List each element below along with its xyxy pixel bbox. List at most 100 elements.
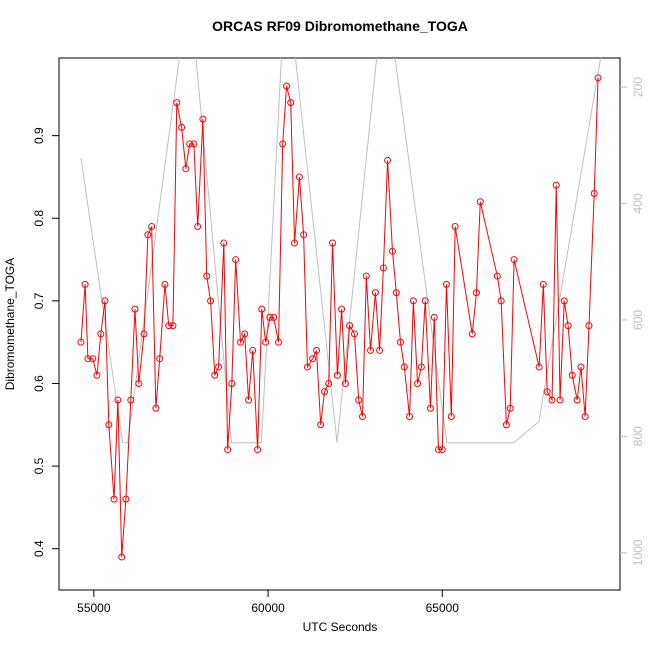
data-point <box>317 421 325 429</box>
data-point <box>140 330 148 338</box>
data-point <box>161 280 169 288</box>
data-point <box>127 396 135 404</box>
data-point <box>254 446 262 454</box>
data-point <box>118 553 126 561</box>
data-point <box>178 123 186 131</box>
data-point <box>291 239 299 247</box>
data-point <box>573 396 581 404</box>
plot-area <box>77 58 602 561</box>
x-tick-label: 55000 <box>77 601 111 615</box>
data-point <box>131 305 139 313</box>
data-point <box>396 338 404 346</box>
data-point <box>376 346 384 354</box>
data-point <box>560 297 568 305</box>
data-point <box>241 330 249 338</box>
data-line <box>80 77 599 557</box>
data-point <box>224 446 232 454</box>
data-point <box>590 189 598 197</box>
data-point <box>220 239 228 247</box>
y-tick-label: 0.8 <box>32 210 46 227</box>
data-point <box>329 239 337 247</box>
data-point <box>152 404 160 412</box>
data-point <box>97 330 105 338</box>
data-point <box>258 305 266 313</box>
data-point <box>406 413 414 421</box>
data-point <box>506 404 514 412</box>
data-point <box>186 140 194 148</box>
data-point <box>110 495 118 503</box>
data-point <box>237 338 245 346</box>
chart-title: ORCAS RF09 Dibromomethane_TOGA <box>212 18 468 34</box>
data-point <box>552 181 560 189</box>
data-point <box>409 297 417 305</box>
data-point <box>367 346 375 354</box>
data-point <box>89 355 97 363</box>
data-point <box>232 256 240 264</box>
data-point <box>169 322 177 330</box>
data-point <box>438 446 446 454</box>
data-point <box>355 396 363 404</box>
y-tick-label: 0.7 <box>32 292 46 309</box>
data-point <box>392 289 400 297</box>
data-point <box>417 363 425 371</box>
data-point <box>362 272 370 280</box>
data-point <box>434 446 442 454</box>
data-point <box>476 198 484 206</box>
x-tick-label: 65000 <box>426 601 460 615</box>
x-tick-label: 60000 <box>251 601 285 615</box>
data-point <box>430 313 438 321</box>
data-point <box>283 82 291 90</box>
y-tick-label: 0.6 <box>32 375 46 392</box>
data-point <box>338 305 346 313</box>
data-point <box>564 322 572 330</box>
data-point <box>426 404 434 412</box>
data-point <box>207 297 215 305</box>
data-point <box>295 173 303 181</box>
data-point <box>539 280 547 288</box>
data-point <box>105 421 113 429</box>
data-point <box>84 355 92 363</box>
data-point <box>321 388 329 396</box>
plot-frame <box>58 57 621 591</box>
data-point <box>300 231 308 239</box>
data-point <box>266 313 274 321</box>
data-point <box>148 223 156 231</box>
y-tick-label: 0.5 <box>32 457 46 474</box>
data-point <box>303 363 311 371</box>
data-point <box>556 396 564 404</box>
secondary-line <box>80 58 602 444</box>
data-point <box>122 495 130 503</box>
data-point <box>384 156 392 164</box>
data-point <box>101 297 109 305</box>
y-tick-label: 0.4 <box>32 540 46 557</box>
data-point <box>350 330 358 338</box>
data-point <box>447 413 455 421</box>
data-point <box>468 330 476 338</box>
data-point <box>228 379 236 387</box>
data-point <box>400 363 408 371</box>
data-point <box>165 322 173 330</box>
data-point <box>81 280 89 288</box>
data-point <box>502 421 510 429</box>
data-point <box>287 99 295 107</box>
data-point <box>313 346 321 354</box>
data-point <box>585 322 593 330</box>
data-point <box>341 379 349 387</box>
data-point <box>472 289 480 297</box>
data-point <box>135 379 143 387</box>
data-point <box>182 165 190 173</box>
data-point <box>144 231 152 239</box>
data-point <box>262 338 270 346</box>
data-point <box>594 74 602 82</box>
data-point <box>333 371 341 379</box>
y2-tick-label: 600 <box>631 310 645 330</box>
data-point <box>173 99 181 107</box>
data-point <box>414 379 422 387</box>
data-point <box>245 396 253 404</box>
y-tick-label: 0.9 <box>32 127 46 144</box>
data-point <box>388 247 396 255</box>
data-point <box>421 297 429 305</box>
data-point <box>548 396 556 404</box>
